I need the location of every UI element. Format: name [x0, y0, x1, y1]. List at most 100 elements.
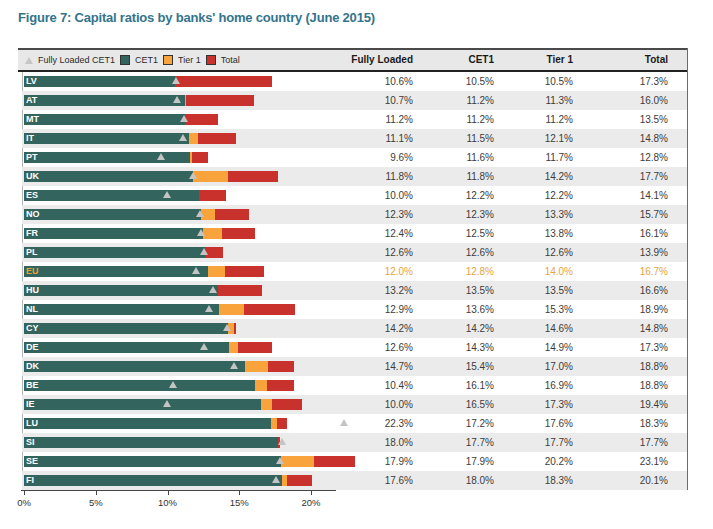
total-bar-segment	[199, 190, 226, 201]
value-cell-total: 14.1%	[598, 186, 668, 205]
x-axis-tick	[168, 491, 169, 495]
value-cell-cet1: 13.5%	[424, 281, 494, 300]
x-axis-tick	[239, 491, 240, 495]
value-cell-total: 16.1%	[598, 224, 668, 243]
value-cell-tier1: 18.3%	[503, 471, 573, 490]
fully-loaded-marker	[169, 381, 177, 388]
total-bar-segment	[272, 399, 302, 410]
x-axis-tick-label: 15%	[219, 497, 259, 508]
fully-loaded-marker	[278, 438, 286, 445]
total-bar-segment	[185, 114, 218, 125]
country-label: DK	[26, 361, 39, 372]
country-label: IE	[26, 399, 35, 410]
value-cell-tier1: 14.9%	[503, 338, 573, 357]
value-cell-fully-loaded: 12.6%	[343, 338, 413, 357]
fully-loaded-marker	[223, 324, 231, 331]
chart-row-se: SE17.9%17.9%20.2%23.1%	[18, 452, 687, 471]
value-cell-cet1: 17.9%	[424, 452, 494, 471]
value-cell-cet1: 11.2%	[424, 91, 494, 110]
fully-loaded-triangle-icon	[25, 57, 33, 64]
total-bar-segment	[268, 361, 294, 372]
cet1-bar-segment	[24, 342, 229, 353]
tier1-bar-segment	[255, 380, 266, 391]
value-cell-fully-loaded: 12.6%	[343, 243, 413, 262]
cet1-bar-segment	[24, 456, 281, 467]
value-cell-fully-loaded: 10.6%	[343, 72, 413, 91]
value-cell-fully-loaded: 17.6%	[343, 471, 413, 490]
fully-loaded-marker	[172, 77, 180, 84]
value-cell-total: 17.7%	[598, 433, 668, 452]
value-cell-fully-loaded: 12.9%	[343, 300, 413, 319]
value-cell-fully-loaded: 10.0%	[343, 395, 413, 414]
chart-row-be: BE10.4%16.1%16.9%18.8%	[18, 376, 687, 395]
value-cell-fully-loaded: 10.0%	[343, 186, 413, 205]
value-cell-total: 18.9%	[598, 300, 668, 319]
value-cell-total: 18.8%	[598, 357, 668, 376]
country-label: MT	[26, 114, 39, 125]
value-cell-tier1: 13.5%	[503, 281, 573, 300]
country-label: FI	[26, 475, 34, 486]
x-axis-tick	[96, 491, 97, 495]
value-cell-tier1: 14.0%	[503, 262, 573, 281]
tier1-bar-segment	[229, 342, 238, 353]
chart-row-es: ES10.0%12.2%12.2%14.1%	[18, 186, 687, 205]
total-bar-segment	[198, 133, 237, 144]
value-cell-tier1: 20.2%	[503, 452, 573, 471]
tier1-bar-segment	[261, 399, 272, 410]
country-label: LU	[26, 418, 38, 429]
fully-loaded-marker	[197, 229, 205, 236]
fully-loaded-marker	[200, 248, 208, 255]
country-label: LV	[26, 76, 37, 87]
country-label: BE	[26, 380, 39, 391]
value-cell-total: 18.8%	[598, 376, 668, 395]
value-cell-total: 23.1%	[598, 452, 668, 471]
value-cell-fully-loaded: 12.4%	[343, 224, 413, 243]
column-header-tier1: Tier 1	[483, 50, 573, 70]
cet1-bar-segment	[24, 171, 193, 182]
value-cell-fully-loaded: 10.4%	[343, 376, 413, 395]
value-cell-fully-loaded: 12.3%	[343, 205, 413, 224]
value-cell-total: 17.3%	[598, 338, 668, 357]
value-cell-fully-loaded: 14.2%	[343, 319, 413, 338]
value-cell-total: 13.5%	[598, 110, 668, 129]
value-cell-cet1: 11.2%	[424, 110, 494, 129]
value-cell-cet1: 12.2%	[424, 186, 494, 205]
value-cell-fully-loaded: 18.0%	[343, 433, 413, 452]
cet1-bar-segment	[24, 152, 190, 163]
tier1-bar-segment	[189, 133, 198, 144]
total-bar-segment	[218, 285, 262, 296]
cet1-bar-segment	[24, 228, 203, 239]
value-cell-tier1: 12.1%	[503, 129, 573, 148]
tier1-bar-segment	[208, 266, 225, 277]
x-axis-tick-label: 0%	[4, 497, 44, 508]
value-cell-tier1: 16.9%	[503, 376, 573, 395]
value-cell-fully-loaded: 9.6%	[343, 148, 413, 167]
cet1-swatch-icon	[120, 55, 130, 65]
x-axis-tick	[24, 491, 25, 495]
cet1-bar-segment	[24, 266, 208, 277]
value-cell-tier1: 17.6%	[503, 414, 573, 433]
total-bar-segment	[225, 266, 264, 277]
total-bar-segment	[244, 304, 296, 315]
value-cell-cet1: 12.3%	[424, 205, 494, 224]
x-axis-tick	[311, 491, 312, 495]
fully-loaded-marker	[272, 476, 280, 483]
cet1-bar-segment	[24, 361, 245, 372]
country-label: NO	[26, 209, 40, 220]
chart-row-fi: FI17.6%18.0%18.3%20.1%	[18, 471, 687, 490]
value-cell-tier1: 17.3%	[503, 395, 573, 414]
chart-row-lv: LV10.6%10.5%10.5%17.3%	[18, 72, 687, 91]
chart-row-dk: DK14.7%15.4%17.0%18.8%	[18, 357, 687, 376]
chart-row-at: AT10.7%11.2%11.3%16.0%	[18, 91, 687, 110]
tier1-bar-segment	[245, 361, 268, 372]
header-row: Fully Loaded CET1 CET1 Tier 1 Total Full…	[18, 48, 687, 72]
cet1-bar-segment	[24, 323, 228, 334]
value-cell-fully-loaded: 13.2%	[343, 281, 413, 300]
fully-loaded-marker	[230, 362, 238, 369]
value-cell-cet1: 17.2%	[424, 414, 494, 433]
tier1-bar-segment	[281, 456, 314, 467]
chart-row-eu: EU12.0%12.8%14.0%16.7%	[18, 262, 687, 281]
fully-loaded-marker	[163, 191, 171, 198]
country-label: DE	[26, 342, 39, 353]
value-cell-tier1: 11.7%	[503, 148, 573, 167]
